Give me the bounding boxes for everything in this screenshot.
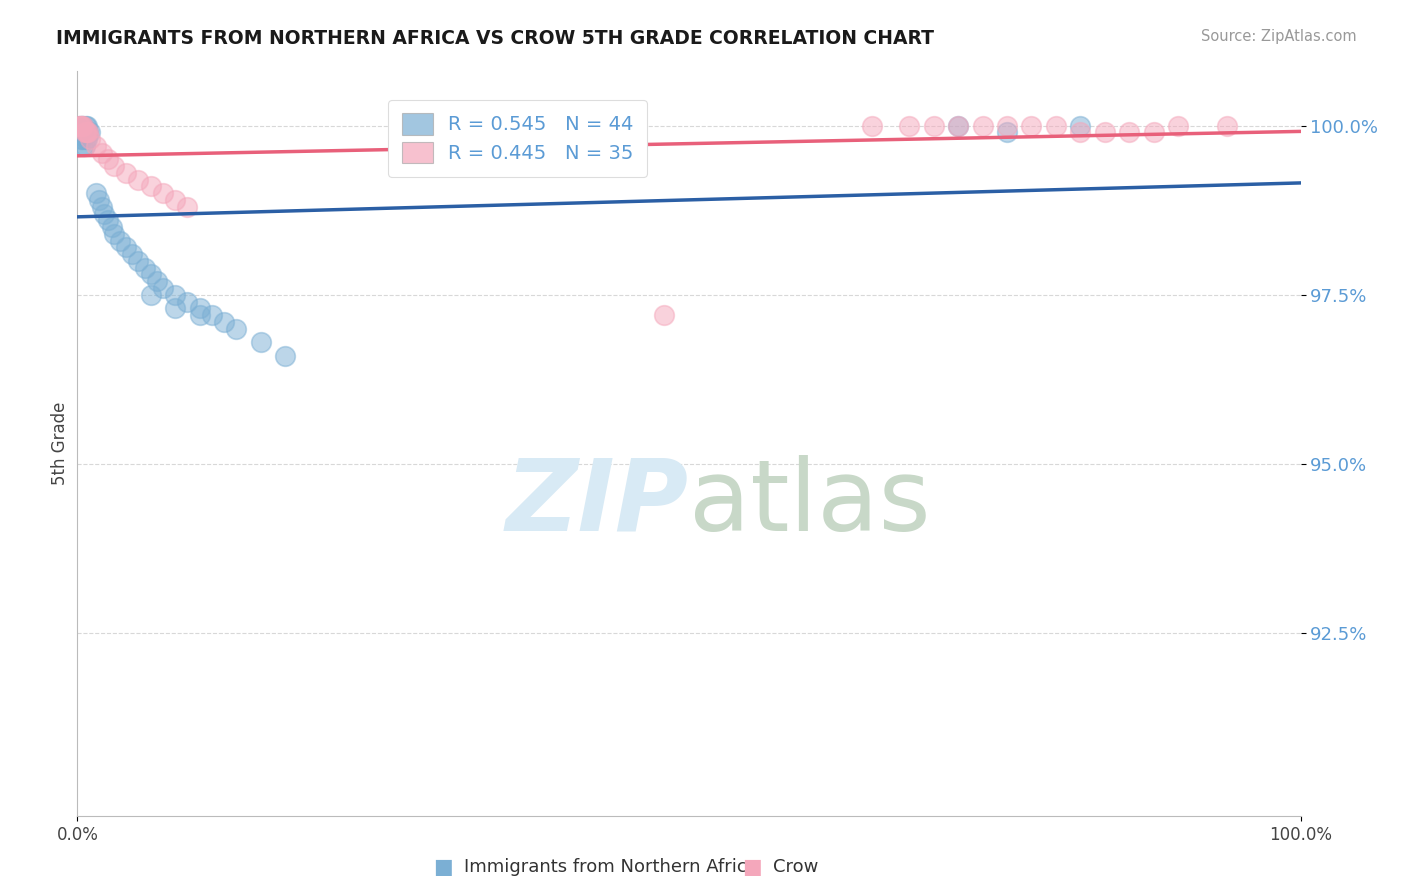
Point bbox=[97, 213, 120, 227]
Point bbox=[121, 247, 143, 261]
Point bbox=[152, 186, 174, 201]
Point bbox=[76, 125, 98, 139]
Text: Immigrants from Northern Africa: Immigrants from Northern Africa bbox=[464, 858, 758, 876]
Point bbox=[70, 119, 93, 133]
Point bbox=[79, 125, 101, 139]
Point bbox=[1143, 125, 1166, 139]
Point bbox=[73, 138, 96, 153]
Point bbox=[1021, 119, 1043, 133]
Point bbox=[127, 254, 149, 268]
Point bbox=[139, 268, 162, 282]
Point bbox=[1069, 119, 1091, 133]
Point bbox=[76, 119, 98, 133]
Point bbox=[176, 200, 198, 214]
Point bbox=[97, 153, 120, 167]
Point bbox=[946, 119, 969, 133]
Point bbox=[1094, 125, 1116, 139]
Point bbox=[70, 125, 93, 139]
Point bbox=[77, 125, 100, 139]
Point bbox=[134, 260, 156, 275]
Point bbox=[1045, 119, 1067, 133]
Point bbox=[127, 172, 149, 186]
Point bbox=[70, 132, 93, 146]
Point bbox=[70, 132, 93, 146]
Point bbox=[995, 119, 1018, 133]
Point bbox=[165, 301, 187, 316]
Text: ■: ■ bbox=[742, 857, 762, 877]
Point bbox=[1069, 125, 1091, 139]
Point bbox=[188, 308, 211, 322]
Point bbox=[250, 335, 273, 350]
Point bbox=[139, 179, 162, 194]
Point bbox=[165, 288, 187, 302]
Point bbox=[188, 301, 211, 316]
Point bbox=[89, 193, 111, 207]
Point bbox=[898, 119, 921, 133]
Point bbox=[972, 119, 994, 133]
Point bbox=[93, 206, 115, 220]
Point bbox=[201, 308, 224, 322]
Legend: R = 0.545   N = 44, R = 0.445   N = 35: R = 0.545 N = 44, R = 0.445 N = 35 bbox=[388, 100, 647, 178]
Point bbox=[76, 132, 98, 146]
Point bbox=[72, 119, 94, 133]
Text: atlas: atlas bbox=[689, 455, 931, 552]
Point bbox=[67, 125, 90, 139]
Text: IMMIGRANTS FROM NORTHERN AFRICA VS CROW 5TH GRADE CORRELATION CHART: IMMIGRANTS FROM NORTHERN AFRICA VS CROW … bbox=[56, 29, 934, 47]
Point bbox=[90, 145, 112, 160]
Point bbox=[274, 349, 297, 363]
Point bbox=[1216, 119, 1239, 133]
Point bbox=[212, 315, 235, 329]
Point bbox=[654, 308, 676, 322]
Point bbox=[108, 234, 131, 248]
Point bbox=[84, 186, 107, 201]
Point bbox=[146, 274, 169, 288]
Point bbox=[225, 321, 247, 335]
Point bbox=[152, 281, 174, 295]
Point bbox=[995, 125, 1018, 139]
Point bbox=[75, 125, 97, 139]
Point bbox=[176, 294, 198, 309]
Point bbox=[139, 288, 162, 302]
Point bbox=[862, 119, 884, 133]
Text: ZIP: ZIP bbox=[506, 455, 689, 552]
Point bbox=[1167, 119, 1189, 133]
Text: ■: ■ bbox=[433, 857, 453, 877]
Point bbox=[69, 119, 91, 133]
Point bbox=[103, 159, 125, 173]
Point bbox=[1118, 125, 1140, 139]
Point bbox=[70, 119, 93, 133]
Point bbox=[946, 119, 969, 133]
Point bbox=[115, 240, 138, 254]
Point bbox=[72, 119, 94, 133]
Point bbox=[73, 125, 96, 139]
Point bbox=[70, 119, 93, 133]
Point bbox=[115, 166, 138, 180]
Text: Source: ZipAtlas.com: Source: ZipAtlas.com bbox=[1201, 29, 1357, 44]
Point bbox=[75, 119, 97, 133]
Point bbox=[165, 193, 187, 207]
Point bbox=[72, 138, 94, 153]
Point bbox=[922, 119, 945, 133]
Point bbox=[67, 119, 90, 133]
Point bbox=[100, 220, 122, 235]
Point bbox=[73, 125, 96, 139]
Point bbox=[69, 119, 91, 133]
Point bbox=[84, 138, 107, 153]
Text: Crow: Crow bbox=[773, 858, 818, 876]
Point bbox=[90, 200, 112, 214]
Point bbox=[77, 125, 100, 139]
Point bbox=[103, 227, 125, 241]
Point bbox=[79, 132, 101, 146]
Point bbox=[75, 132, 97, 146]
Y-axis label: 5th Grade: 5th Grade bbox=[51, 402, 69, 485]
